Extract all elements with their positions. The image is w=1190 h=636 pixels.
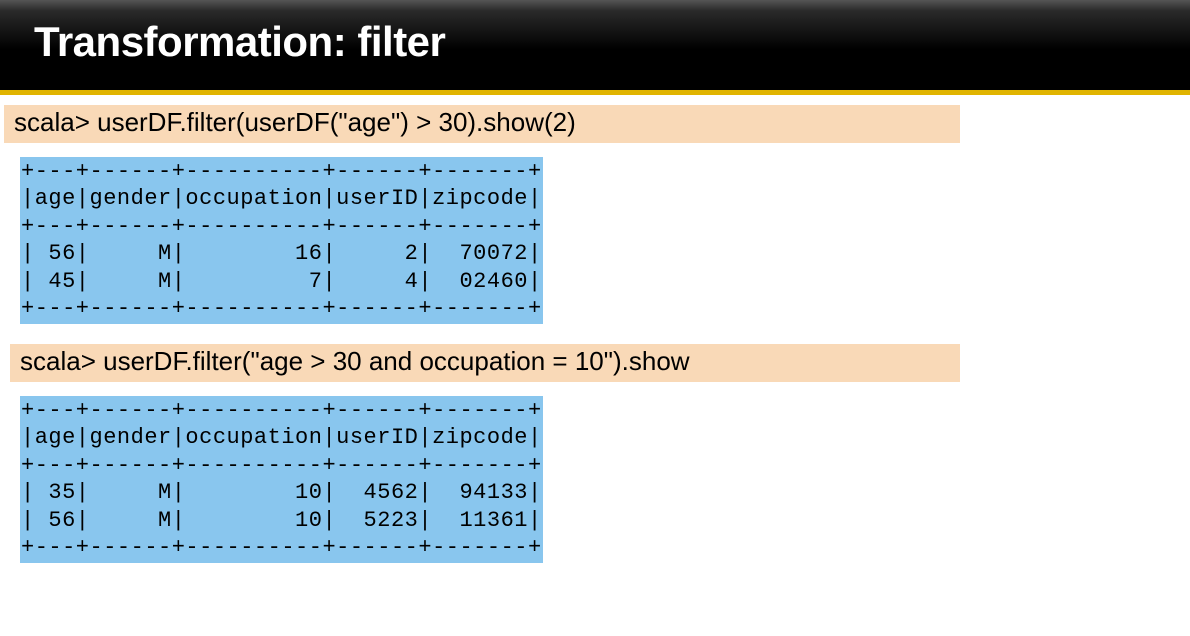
code-input-2: scala> userDF.filter("age > 30 and occup… <box>10 344 960 382</box>
table-output-1: +---+------+----------+------+-------+ |… <box>20 157 543 324</box>
code-input-1: scala> userDF.filter(userDF("age") > 30)… <box>4 105 960 143</box>
slide-title: Transformation: filter <box>0 0 1190 95</box>
slide-body: scala> userDF.filter(userDF("age") > 30)… <box>0 95 1190 583</box>
table-output-2: +---+------+----------+------+-------+ |… <box>20 396 543 563</box>
